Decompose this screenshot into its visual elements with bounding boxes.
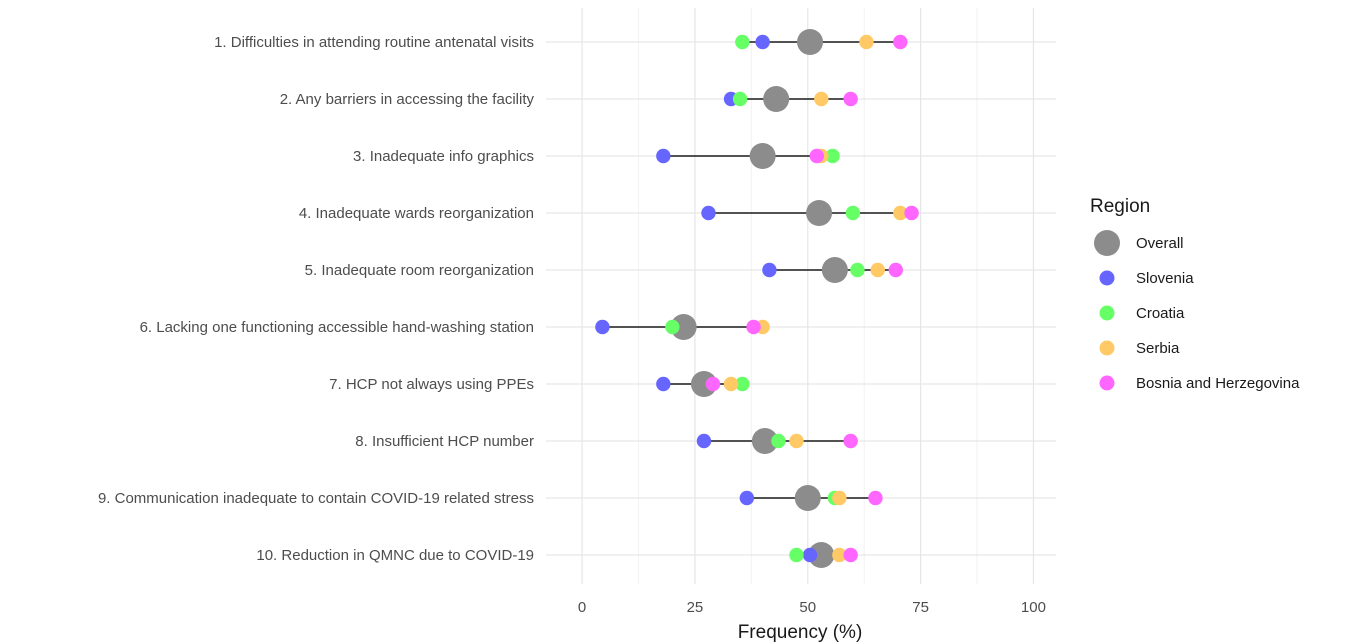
category-label: 8. Insufficient HCP number [355, 433, 534, 450]
point-croatia [850, 262, 865, 278]
legend-key [1094, 230, 1120, 256]
range-segments [602, 41, 912, 556]
point-serbia [893, 205, 908, 221]
point-croatia [732, 91, 748, 107]
category-labels: 1. Difficulties in attending routine ant… [98, 34, 535, 564]
point-serbia [870, 262, 885, 278]
category-label: 5. Inadequate room reorganization [305, 262, 534, 279]
point-slovenia [595, 319, 610, 335]
x-tick-label: 100 [1021, 599, 1046, 616]
legend-label: Serbia [1136, 340, 1180, 357]
point-croatia [665, 319, 680, 335]
point-overall [670, 314, 697, 340]
point-bosnia-and-herzegovina [843, 433, 858, 449]
point-bosnia-and-herzegovina [843, 547, 858, 563]
legend-label: Overall [1136, 235, 1184, 252]
x-tick-label: 75 [912, 599, 929, 616]
point-slovenia [656, 376, 671, 392]
point-serbia [832, 490, 847, 506]
x-tick-label: 25 [687, 599, 704, 616]
point-slovenia [802, 547, 818, 563]
data-points [595, 29, 919, 568]
legend: Region Overall Slovenia Croatia Serbia Bosni… [1090, 196, 1300, 392]
point-croatia [735, 34, 750, 50]
point-bosnia-and-herzegovina [746, 319, 761, 335]
legend-key [1099, 375, 1115, 391]
point-slovenia [696, 433, 712, 449]
point-overall [749, 143, 776, 169]
point-serbia [723, 376, 739, 392]
point-croatia [789, 547, 804, 563]
point-slovenia [755, 34, 770, 50]
point-overall [808, 542, 835, 568]
x-axis-ticks: 0 25 50 75 100 [578, 599, 1046, 616]
point-serbia [832, 547, 847, 563]
point-slovenia [739, 490, 755, 506]
category-label: 10. Reduction in QMNC due to COVID-19 [256, 547, 534, 564]
legend-title: Region [1090, 196, 1150, 217]
point-bosnia-and-herzegovina [705, 376, 721, 392]
category-label: 1. Difficulties in attending routine ant… [214, 34, 534, 51]
point-overall [751, 428, 778, 454]
legend-label: Slovenia [1136, 270, 1194, 287]
point-slovenia [762, 262, 777, 278]
point-bosnia-and-herzegovina [888, 262, 903, 278]
category-label: 9. Communication inadequate to contain C… [98, 490, 534, 507]
legend-key [1099, 270, 1115, 286]
category-label: 4. Inadequate wards reorganization [299, 205, 534, 222]
category-label: 2. Any barriers in accessing the facilit… [280, 91, 535, 108]
point-overall [821, 257, 848, 283]
point-bosnia-and-herzegovina [904, 205, 919, 221]
point-overall [797, 29, 824, 55]
category-label: 3. Inadequate info graphics [353, 148, 534, 165]
point-serbia [859, 34, 874, 50]
point-bosnia-and-herzegovina [843, 91, 858, 107]
point-overall [806, 200, 833, 226]
legend-key [1099, 305, 1115, 321]
category-label: 7. HCP not always using PPEs [329, 376, 534, 393]
point-slovenia [701, 205, 716, 221]
category-label: 6. Lacking one functioning accessible ha… [140, 319, 534, 336]
point-bosnia-and-herzegovina [893, 34, 908, 50]
point-croatia [845, 205, 861, 221]
legend-label: Bosnia and Herzegovina [1136, 375, 1300, 392]
point-bosnia-and-herzegovina [868, 490, 883, 506]
point-croatia [735, 376, 750, 392]
point-serbia [789, 433, 804, 449]
point-bosnia-and-herzegovina [809, 148, 824, 164]
point-serbia [814, 91, 829, 107]
x-tick-label: 0 [578, 599, 586, 616]
point-overall [763, 86, 790, 112]
point-croatia [825, 148, 840, 164]
x-axis-title: Frequency (%) [738, 622, 863, 643]
point-overall [794, 485, 821, 511]
legend-label: Croatia [1136, 305, 1185, 322]
point-slovenia [656, 148, 671, 164]
legend-key [1099, 340, 1115, 356]
point-croatia [771, 433, 786, 449]
x-tick-label: 50 [799, 599, 816, 616]
